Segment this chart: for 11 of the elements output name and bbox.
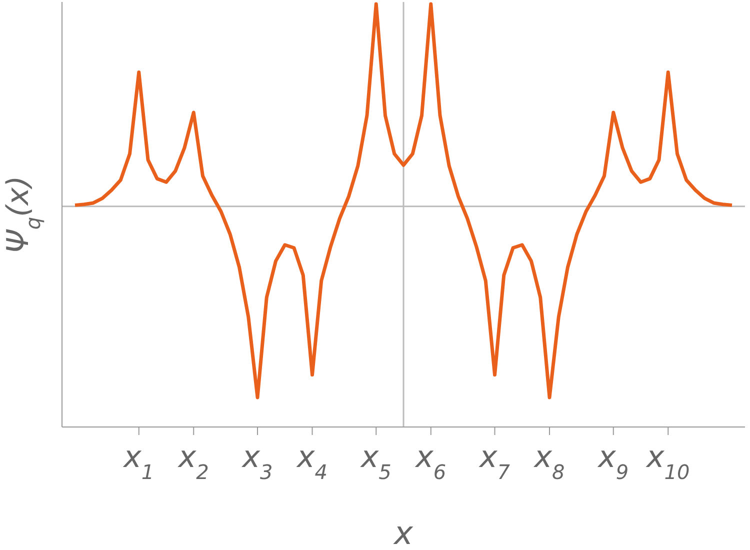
x-tick-label: x$_{2}$ bbox=[177, 440, 209, 484]
x-tick-label: x$_{9}$ bbox=[597, 440, 629, 484]
x-tick-label: x$_{6}$ bbox=[414, 440, 446, 484]
x-tick-label: x$_{5}$ bbox=[360, 440, 392, 484]
x-tick-label: x$_{4}$ bbox=[296, 440, 328, 484]
x-tick-label: x$_{1}$ bbox=[122, 440, 154, 484]
x-tick-label: x$_{7}$ bbox=[478, 440, 510, 484]
x-axis-title: x bbox=[393, 514, 414, 550]
x-tick-label: x$_{3}$ bbox=[241, 440, 273, 484]
x-tick-label: x$_{10}$ bbox=[646, 440, 690, 484]
x-tick-label: x$_{8}$ bbox=[533, 440, 565, 484]
